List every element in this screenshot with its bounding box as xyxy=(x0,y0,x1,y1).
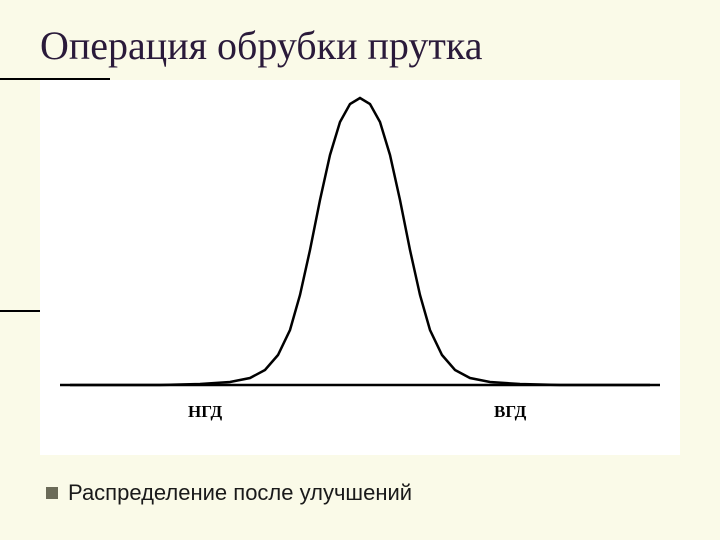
bullet-item: Распределение после улучшений xyxy=(46,480,412,506)
chart-svg xyxy=(40,80,680,455)
slide-title: Операция обрубки прутка xyxy=(40,22,482,69)
bullet-text: Распределение после улучшений xyxy=(68,480,412,506)
distribution-chart: НГД ВГД xyxy=(40,80,680,455)
bullet-square-icon xyxy=(46,487,58,499)
slide-container: Операция обрубки прутка НГД ВГД Распреде… xyxy=(0,0,720,540)
axis-label-left: НГД xyxy=(188,402,222,422)
axis-label-right: ВГД xyxy=(494,402,526,422)
bell-curve xyxy=(70,98,650,385)
